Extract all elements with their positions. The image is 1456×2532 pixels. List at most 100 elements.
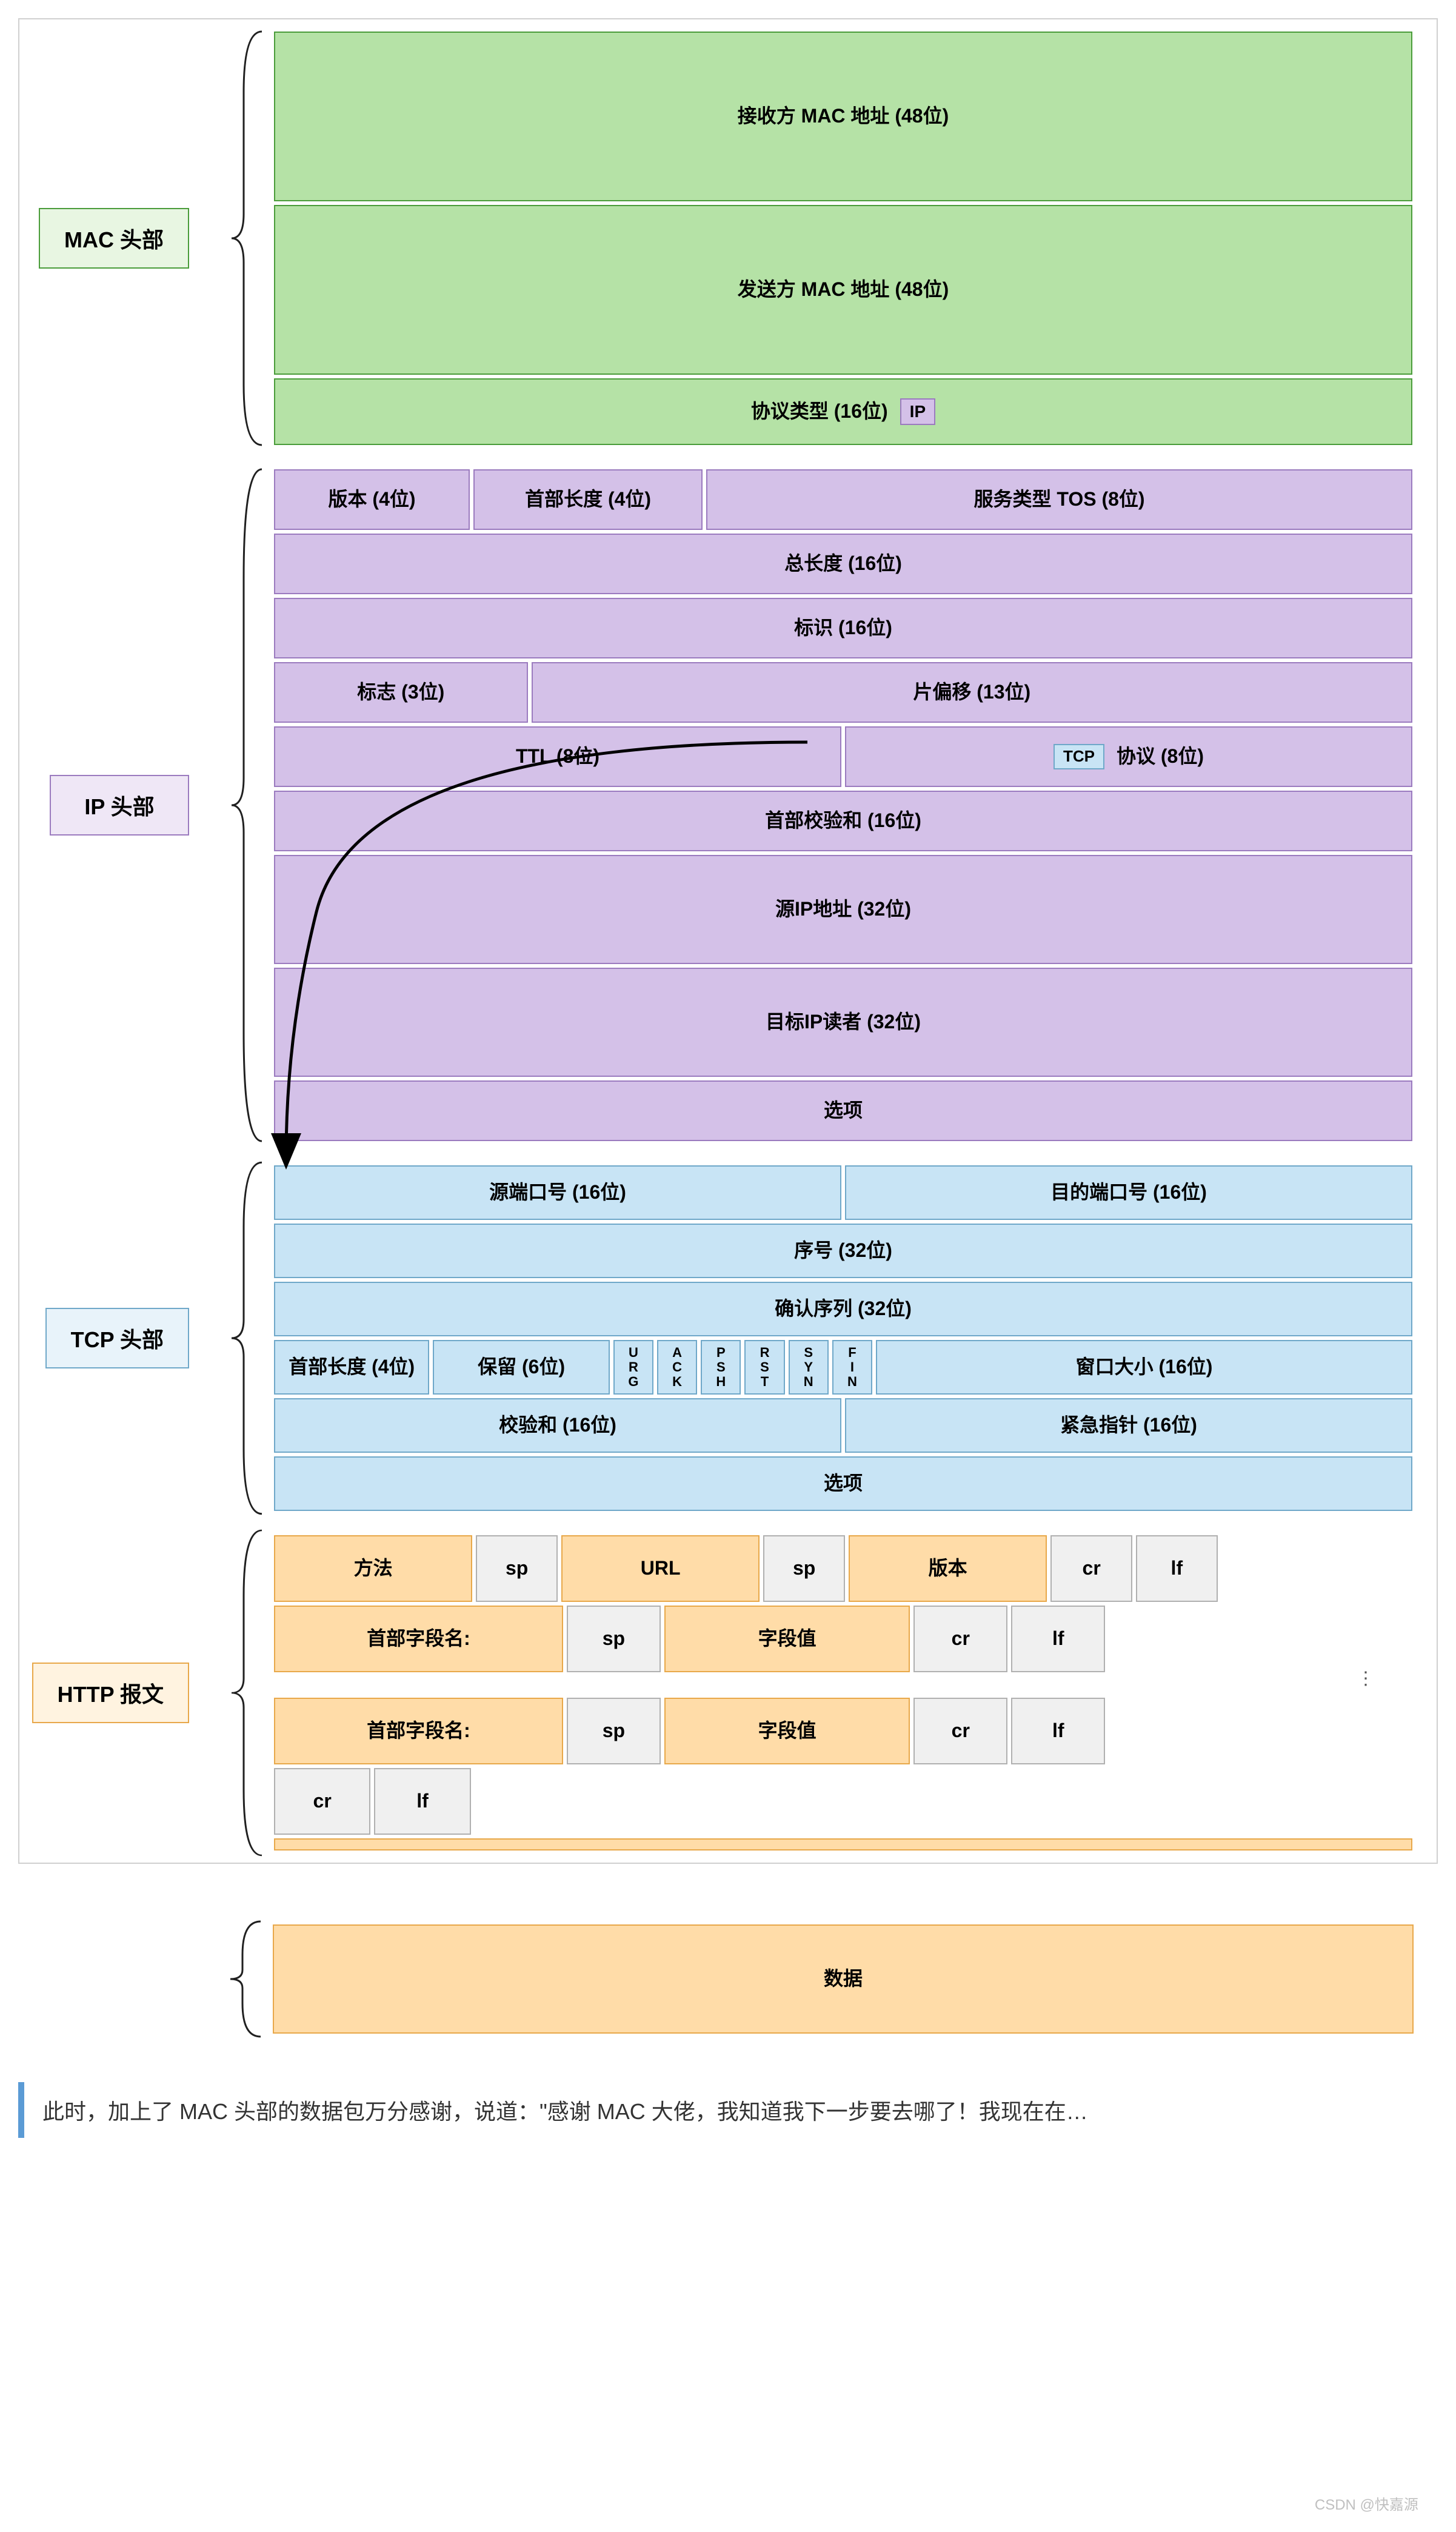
cell-text: cr — [313, 1789, 332, 1814]
ip-row: 首部校验和 (16位) — [274, 791, 1412, 851]
tcp-row: 源端口号 (16位) 目的端口号 (16位) — [274, 1165, 1412, 1220]
field-cell: 选项 — [274, 1456, 1412, 1511]
tcp-brace — [225, 1153, 274, 1523]
cell-text: 首部字段名: — [367, 1626, 470, 1652]
cell-text: 字段值 — [758, 1626, 816, 1652]
tcp-flag: FIN — [832, 1340, 872, 1395]
http-row: 首部字段名: sp 字段值 cr lf — [274, 1606, 1412, 1672]
cell-text: 选项 — [824, 1471, 863, 1496]
http-row: cr lf — [274, 1768, 1412, 1835]
cell-text: 源端口号 (16位) — [489, 1180, 626, 1205]
cell-text: sp — [603, 1718, 625, 1744]
ip-row: TTL (8位)TCP协议 (8位) — [274, 726, 1412, 787]
field-cell: 源端口号 (16位) — [274, 1165, 841, 1220]
field-cell: cr — [274, 1768, 370, 1835]
cell-text: 选项 — [824, 1098, 863, 1124]
field-cell: 首部字段名: — [274, 1606, 563, 1672]
field-cell: 首部字段名: — [274, 1698, 563, 1764]
cell-text: 标识 (16位) — [794, 615, 892, 641]
field-cell: 目标IP读者 (32位) — [274, 968, 1412, 1077]
cell-text: 首部字段名: — [367, 1718, 470, 1744]
field-cell: sp — [476, 1535, 558, 1602]
cell-text: 协议类型 (16位) — [751, 399, 888, 424]
field-cell: 选项 — [274, 1080, 1412, 1141]
tcp-flag: SYN — [789, 1340, 829, 1395]
field-cell: TCP协议 (8位) — [845, 726, 1412, 787]
field-cell: 版本 — [849, 1535, 1047, 1602]
mac-brace — [225, 19, 274, 457]
data-brace — [224, 1912, 273, 2046]
ip-label: IP 头部 — [50, 775, 189, 836]
tcp-section: TCP 头部 源端口号 (16位) 目的端口号 (16位) 序号 (32位)确认序列… — [19, 1153, 1437, 1523]
mac-row: 接收方 MAC 地址 (48位) — [274, 32, 1412, 201]
field-cell: 首部长度 (4位) — [473, 469, 703, 530]
cell-text: sp — [506, 1556, 528, 1581]
field-cell: TTL (8位) — [274, 726, 841, 787]
field-cell: lf — [374, 1768, 470, 1835]
mac-row: 发送方 MAC 地址 (48位) — [274, 205, 1412, 375]
field-cell: 服务类型 TOS (8位) — [706, 469, 1412, 530]
field-cell: lf — [1011, 1698, 1105, 1764]
ip-row: 总长度 (16位) — [274, 534, 1412, 594]
field-cell: 接收方 MAC 地址 (48位) — [274, 32, 1412, 201]
cell-text: 校验和 (16位) — [499, 1413, 616, 1438]
ip-tag: IP — [900, 398, 935, 425]
http-row-padding — [1109, 1606, 1412, 1672]
field-cell: 发送方 MAC 地址 (48位) — [274, 205, 1412, 375]
cell-text: 接收方 MAC 地址 (48位) — [738, 104, 949, 129]
tcp-row: 确认序列 (32位) — [274, 1282, 1412, 1336]
cell-text: 总长度 (16位) — [784, 551, 902, 577]
vertical-dots: ⋮ — [274, 1676, 1412, 1694]
ip-row: 选项 — [274, 1080, 1412, 1141]
cell-text: cr — [1083, 1556, 1101, 1581]
cell-text: lf — [1052, 1718, 1064, 1744]
field-cell: 字段值 — [664, 1606, 910, 1672]
cell-text: 保留 (6位) — [478, 1355, 565, 1380]
field-cell: lf — [1011, 1606, 1105, 1672]
field-cell: 源IP地址 (32位) — [274, 855, 1412, 964]
ip-row: 标识 (16位) — [274, 598, 1412, 658]
http-brace — [225, 1523, 274, 1863]
field-cell: 协议类型 (16位) IP — [274, 378, 1412, 445]
field-cell: 片偏移 (13位) — [532, 662, 1412, 723]
field-cell: sp — [567, 1606, 661, 1672]
cell-text: 窗口大小 (16位) — [1076, 1355, 1213, 1380]
tcp-flag: URG — [613, 1340, 653, 1395]
field-cell: 字段值 — [664, 1698, 910, 1764]
cell-text: 紧急指针 (16位) — [1060, 1413, 1197, 1438]
tcp-row: 序号 (32位) — [274, 1224, 1412, 1278]
http-bottom-bar — [274, 1838, 1412, 1850]
ip-row: 版本 (4位)首部长度 (4位)服务类型 TOS (8位) — [274, 469, 1412, 530]
http-section: HTTP 报文 方法spURLsp版本crlf首部字段名:sp字段值crlf⋮首… — [19, 1523, 1437, 1863]
cell-text: 首部校验和 (16位) — [765, 808, 921, 834]
field-cell: 校验和 (16位) — [274, 1398, 841, 1453]
cell-text: 版本 — [929, 1556, 967, 1581]
ip-row: 目标IP读者 (32位) — [274, 968, 1412, 1077]
cell-text: 方法 — [354, 1556, 393, 1581]
cell-text: 协议 (8位) — [1117, 744, 1204, 769]
cell-text: lf — [1171, 1556, 1183, 1581]
ip-row: 标志 (3位)片偏移 (13位) — [274, 662, 1412, 723]
cell-text: cr — [952, 1718, 970, 1744]
data-cell: 数据 — [273, 1924, 1414, 2034]
cell-text: 源IP地址 (32位) — [775, 897, 911, 922]
cell-text: 发送方 MAC 地址 (48位) — [738, 277, 949, 303]
http-row-padding — [1109, 1698, 1412, 1764]
cell-text: lf — [1052, 1626, 1064, 1652]
tcp-label: TCP 头部 — [45, 1308, 189, 1368]
field-cell: cr — [913, 1606, 1007, 1672]
mac-label: MAC 头部 — [39, 208, 189, 269]
tcp-flag: ACK — [657, 1340, 697, 1395]
cell-text: lf — [416, 1789, 429, 1814]
mac-row: 协议类型 (16位) IP — [274, 378, 1412, 445]
field-cell: 确认序列 (32位) — [274, 1282, 1412, 1336]
cell-text: cr — [952, 1626, 970, 1652]
field-cell: 紧急指针 (16位) — [845, 1398, 1412, 1453]
http-row-padding — [475, 1768, 1412, 1835]
cell-text: 字段值 — [758, 1718, 816, 1744]
cell-text: 目的端口号 (16位) — [1050, 1180, 1207, 1205]
http-label: HTTP 报文 — [32, 1663, 189, 1723]
field-cell: 序号 (32位) — [274, 1224, 1412, 1278]
field-cell: cr — [1050, 1535, 1132, 1602]
ip-brace — [225, 457, 274, 1153]
